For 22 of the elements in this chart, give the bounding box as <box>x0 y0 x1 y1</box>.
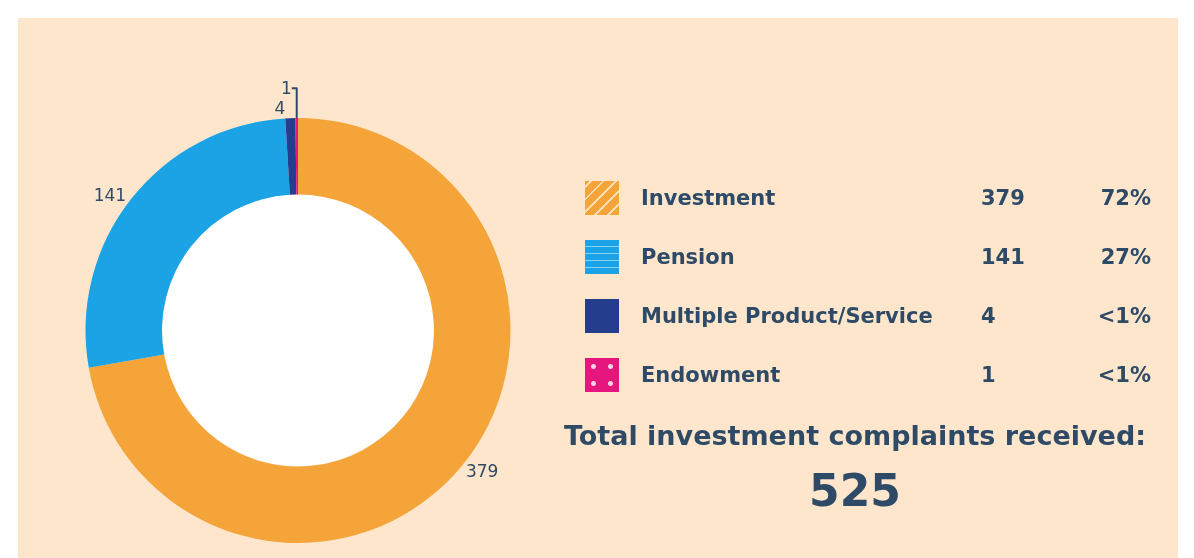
text: 379 <box>981 185 1026 210</box>
text: <1% <box>1096 303 1151 328</box>
legend-label: Multiple Product/Service <box>641 303 934 328</box>
text: 525 <box>808 465 902 516</box>
text: 72% <box>1099 185 1151 210</box>
data-label: 141 <box>93 185 127 206</box>
text: Total investment complaints received: <box>562 420 1148 451</box>
data-label: 379 <box>465 461 499 482</box>
text: 141 <box>981 244 1026 269</box>
legend-label: Investment <box>641 185 777 210</box>
text: 1 <box>981 362 997 387</box>
text: 27% <box>1099 244 1151 269</box>
donut-slice <box>88 118 511 543</box>
legend-label: Pension <box>641 244 736 269</box>
donut-slice <box>85 118 290 368</box>
legend-label: Endowment <box>641 362 782 387</box>
text: 4 <box>981 303 997 328</box>
text: <1% <box>1096 362 1151 387</box>
data-label: 1 <box>280 78 292 99</box>
donut-slice <box>285 118 297 195</box>
data-label: 4 <box>274 98 286 119</box>
donut-slice <box>295 118 298 195</box>
